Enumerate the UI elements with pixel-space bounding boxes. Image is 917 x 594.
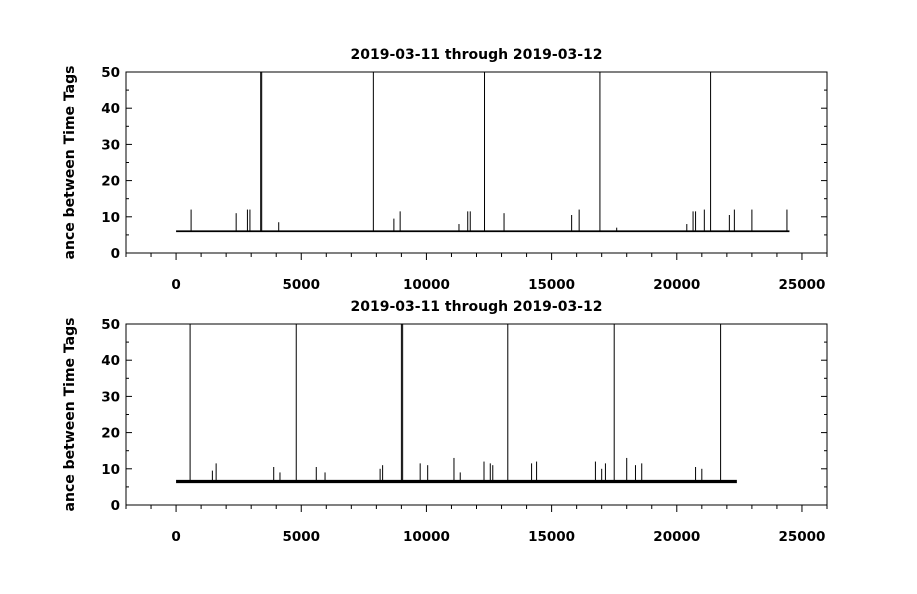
x-tick-label: 15000 (528, 529, 575, 545)
chart-panel-bottom: 2019-03-11 through 2019-03-12 ance betwee… (62, 299, 828, 545)
plot-frame (125, 323, 828, 506)
y-tick-label: 40 (101, 101, 120, 117)
y-tick-label: 50 (101, 317, 120, 333)
x-tick-label: 25000 (778, 277, 825, 293)
x-tick-label: 15000 (528, 277, 575, 293)
y-tick-label: 0 (111, 498, 120, 514)
x-tick-label: 25000 (778, 529, 825, 545)
x-tick-label: 0 (171, 277, 180, 293)
x-tick-label: 10000 (403, 277, 450, 293)
y-tick-label: 10 (101, 210, 120, 226)
y-tick-label: 0 (111, 246, 120, 262)
y-tick-label: 20 (101, 426, 120, 442)
y-tick-label: 40 (101, 353, 120, 369)
y-axis-label: ance between Time Tags (62, 66, 78, 260)
x-tick-label: 10000 (403, 529, 450, 545)
x-tick-label: 20000 (653, 277, 700, 293)
chart-title: 2019-03-11 through 2019-03-12 (351, 47, 603, 63)
x-tick-label: 20000 (653, 529, 700, 545)
x-tick-label: 5000 (282, 277, 320, 293)
y-tick-label: 30 (101, 389, 120, 405)
plot-frame (125, 71, 828, 254)
x-tick-label: 5000 (282, 529, 320, 545)
y-tick-label: 10 (101, 462, 120, 478)
chart-title: 2019-03-11 through 2019-03-12 (351, 299, 603, 315)
y-tick-label: 20 (101, 174, 120, 190)
y-axis-label: ance between Time Tags (62, 318, 78, 512)
data-series (176, 72, 790, 233)
y-tick-label: 50 (101, 65, 120, 81)
x-tick-label: 0 (171, 529, 180, 545)
data-series (176, 324, 737, 484)
chart-panel-top: 2019-03-11 through 2019-03-12 ance betwee… (62, 47, 828, 293)
y-tick-label: 30 (101, 137, 120, 153)
